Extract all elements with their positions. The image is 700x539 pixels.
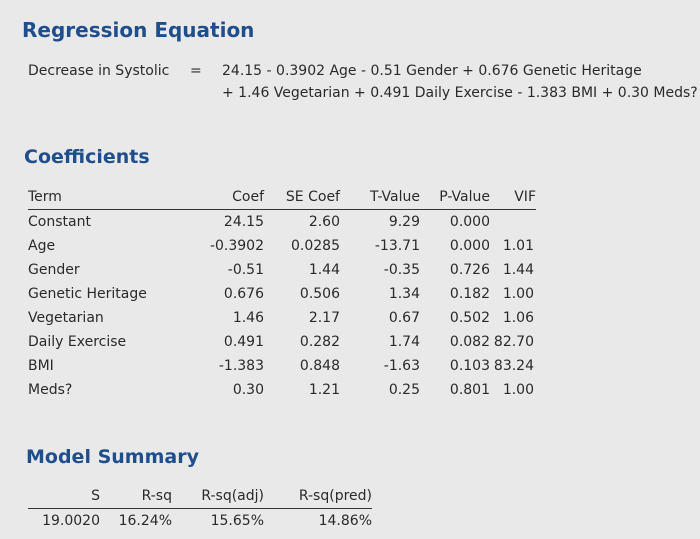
p-value-cell: 0.103 [449,358,490,374]
t-value-cell: -13.71 [374,238,420,254]
se-coef-cell: 1.44 [308,262,340,278]
r-sq-value: 16.24% [118,513,172,529]
header-r-sq-adj: R-sq(adj) [172,484,264,509]
se-coef-cell: 2.60 [308,214,340,230]
vif-cell: 1.06 [502,310,534,326]
vif-cell: 1.44 [502,262,534,278]
t-value-cell: 9.29 [388,214,420,230]
s-value: 19.0020 [42,513,100,529]
term-cell: Meds? [28,382,73,398]
coefficients-header-row: Term Coef SE Coef T-Value P-Value VIF [28,185,536,210]
coef-cell: 0.676 [223,286,264,302]
header-coef: Coef [178,185,264,210]
p-value-cell: 0.801 [449,382,490,398]
coef-cell: 24.15 [223,214,264,230]
t-value-cell: 1.34 [388,286,420,302]
vif-cell: 1.01 [502,238,534,254]
vif-cell: 83.24 [493,358,534,374]
header-t-value: T-Value [340,185,420,210]
se-coef-cell: 0.848 [299,358,340,374]
t-value-cell: 0.25 [388,382,420,398]
r-sq-adj-value: 15.65% [210,513,264,529]
p-value-cell: 0.726 [449,262,490,278]
r-sq-pred-value: 14.86% [318,513,372,529]
t-value-cell: 0.67 [388,310,420,326]
p-value-cell: 0.502 [449,310,490,326]
equation-line-2: + 1.46 Vegetarian + 0.491 Daily Exercise… [222,85,698,101]
se-coef-cell: 0.506 [299,286,340,302]
vif-cell: 1.00 [502,382,534,398]
p-value-cell: 0.082 [449,334,490,350]
equation-equals-sign: = [190,63,202,79]
coef-cell: -0.3902 [209,238,264,254]
table-row: Genetic Heritage 0.676 0.506 1.34 0.182 … [28,282,536,306]
coefficients-title: Coefficients [24,146,150,168]
equation-line-1: 24.15 - 0.3902 Age - 0.51 Gender + 0.676… [222,63,642,79]
model-summary-table: S R-sq R-sq(adj) R-sq(pred) 19.0020 16.2… [28,484,372,533]
header-r-sq-pred: R-sq(pred) [264,484,372,509]
term-cell: Genetic Heritage [28,286,147,302]
table-row: Constant 24.15 2.60 9.29 0.000 [28,210,536,235]
vif-cell: 1.00 [502,286,534,302]
coef-cell: -1.383 [218,358,264,374]
p-value-cell: 0.000 [449,238,490,254]
term-cell: Constant [28,214,91,230]
term-cell: BMI [28,358,54,374]
table-row: Daily Exercise 0.491 0.282 1.74 0.082 82… [28,330,536,354]
term-cell: Daily Exercise [28,334,127,350]
t-value-cell: 1.74 [388,334,420,350]
coef-cell: 0.491 [223,334,264,350]
model-summary-title: Model Summary [26,446,199,468]
t-value-cell: -0.35 [383,262,420,278]
table-row: Gender -0.51 1.44 -0.35 0.726 1.44 [28,258,536,282]
table-row: Meds? 0.30 1.21 0.25 0.801 1.00 [28,378,536,402]
model-summary-header-row: S R-sq R-sq(adj) R-sq(pred) [28,484,372,509]
equation-response: Decrease in Systolic [28,63,170,79]
se-coef-cell: 1.21 [308,382,340,398]
se-coef-cell: 0.282 [299,334,340,350]
header-s: S [28,484,100,509]
header-r-sq: R-sq [100,484,172,509]
term-cell: Vegetarian [28,310,104,326]
coefficients-table: Term Coef SE Coef T-Value P-Value VIF Co… [28,185,536,402]
header-p-value: P-Value [420,185,490,210]
se-coef-cell: 0.0285 [291,238,340,254]
coef-cell: 1.46 [232,310,264,326]
table-row: BMI -1.383 0.848 -1.63 0.103 83.24 [28,354,536,378]
se-coef-cell: 2.17 [308,310,340,326]
coef-cell: -0.51 [227,262,264,278]
t-value-cell: -1.63 [383,358,420,374]
p-value-cell: 0.000 [449,214,490,230]
table-row: Age -0.3902 0.0285 -13.71 0.000 1.01 [28,234,536,258]
table-row: Vegetarian 1.46 2.17 0.67 0.502 1.06 [28,306,536,330]
coef-cell: 0.30 [232,382,264,398]
term-cell: Age [28,238,56,254]
regression-equation-title: Regression Equation [22,18,255,42]
p-value-cell: 0.182 [449,286,490,302]
table-row: 19.0020 16.24% 15.65% 14.86% [28,509,372,534]
header-term: Term [28,185,178,210]
vif-cell: 82.70 [493,334,534,350]
header-vif: VIF [490,185,536,210]
vif-cell [490,210,536,235]
term-cell: Gender [28,262,80,278]
header-se-coef: SE Coef [264,185,340,210]
